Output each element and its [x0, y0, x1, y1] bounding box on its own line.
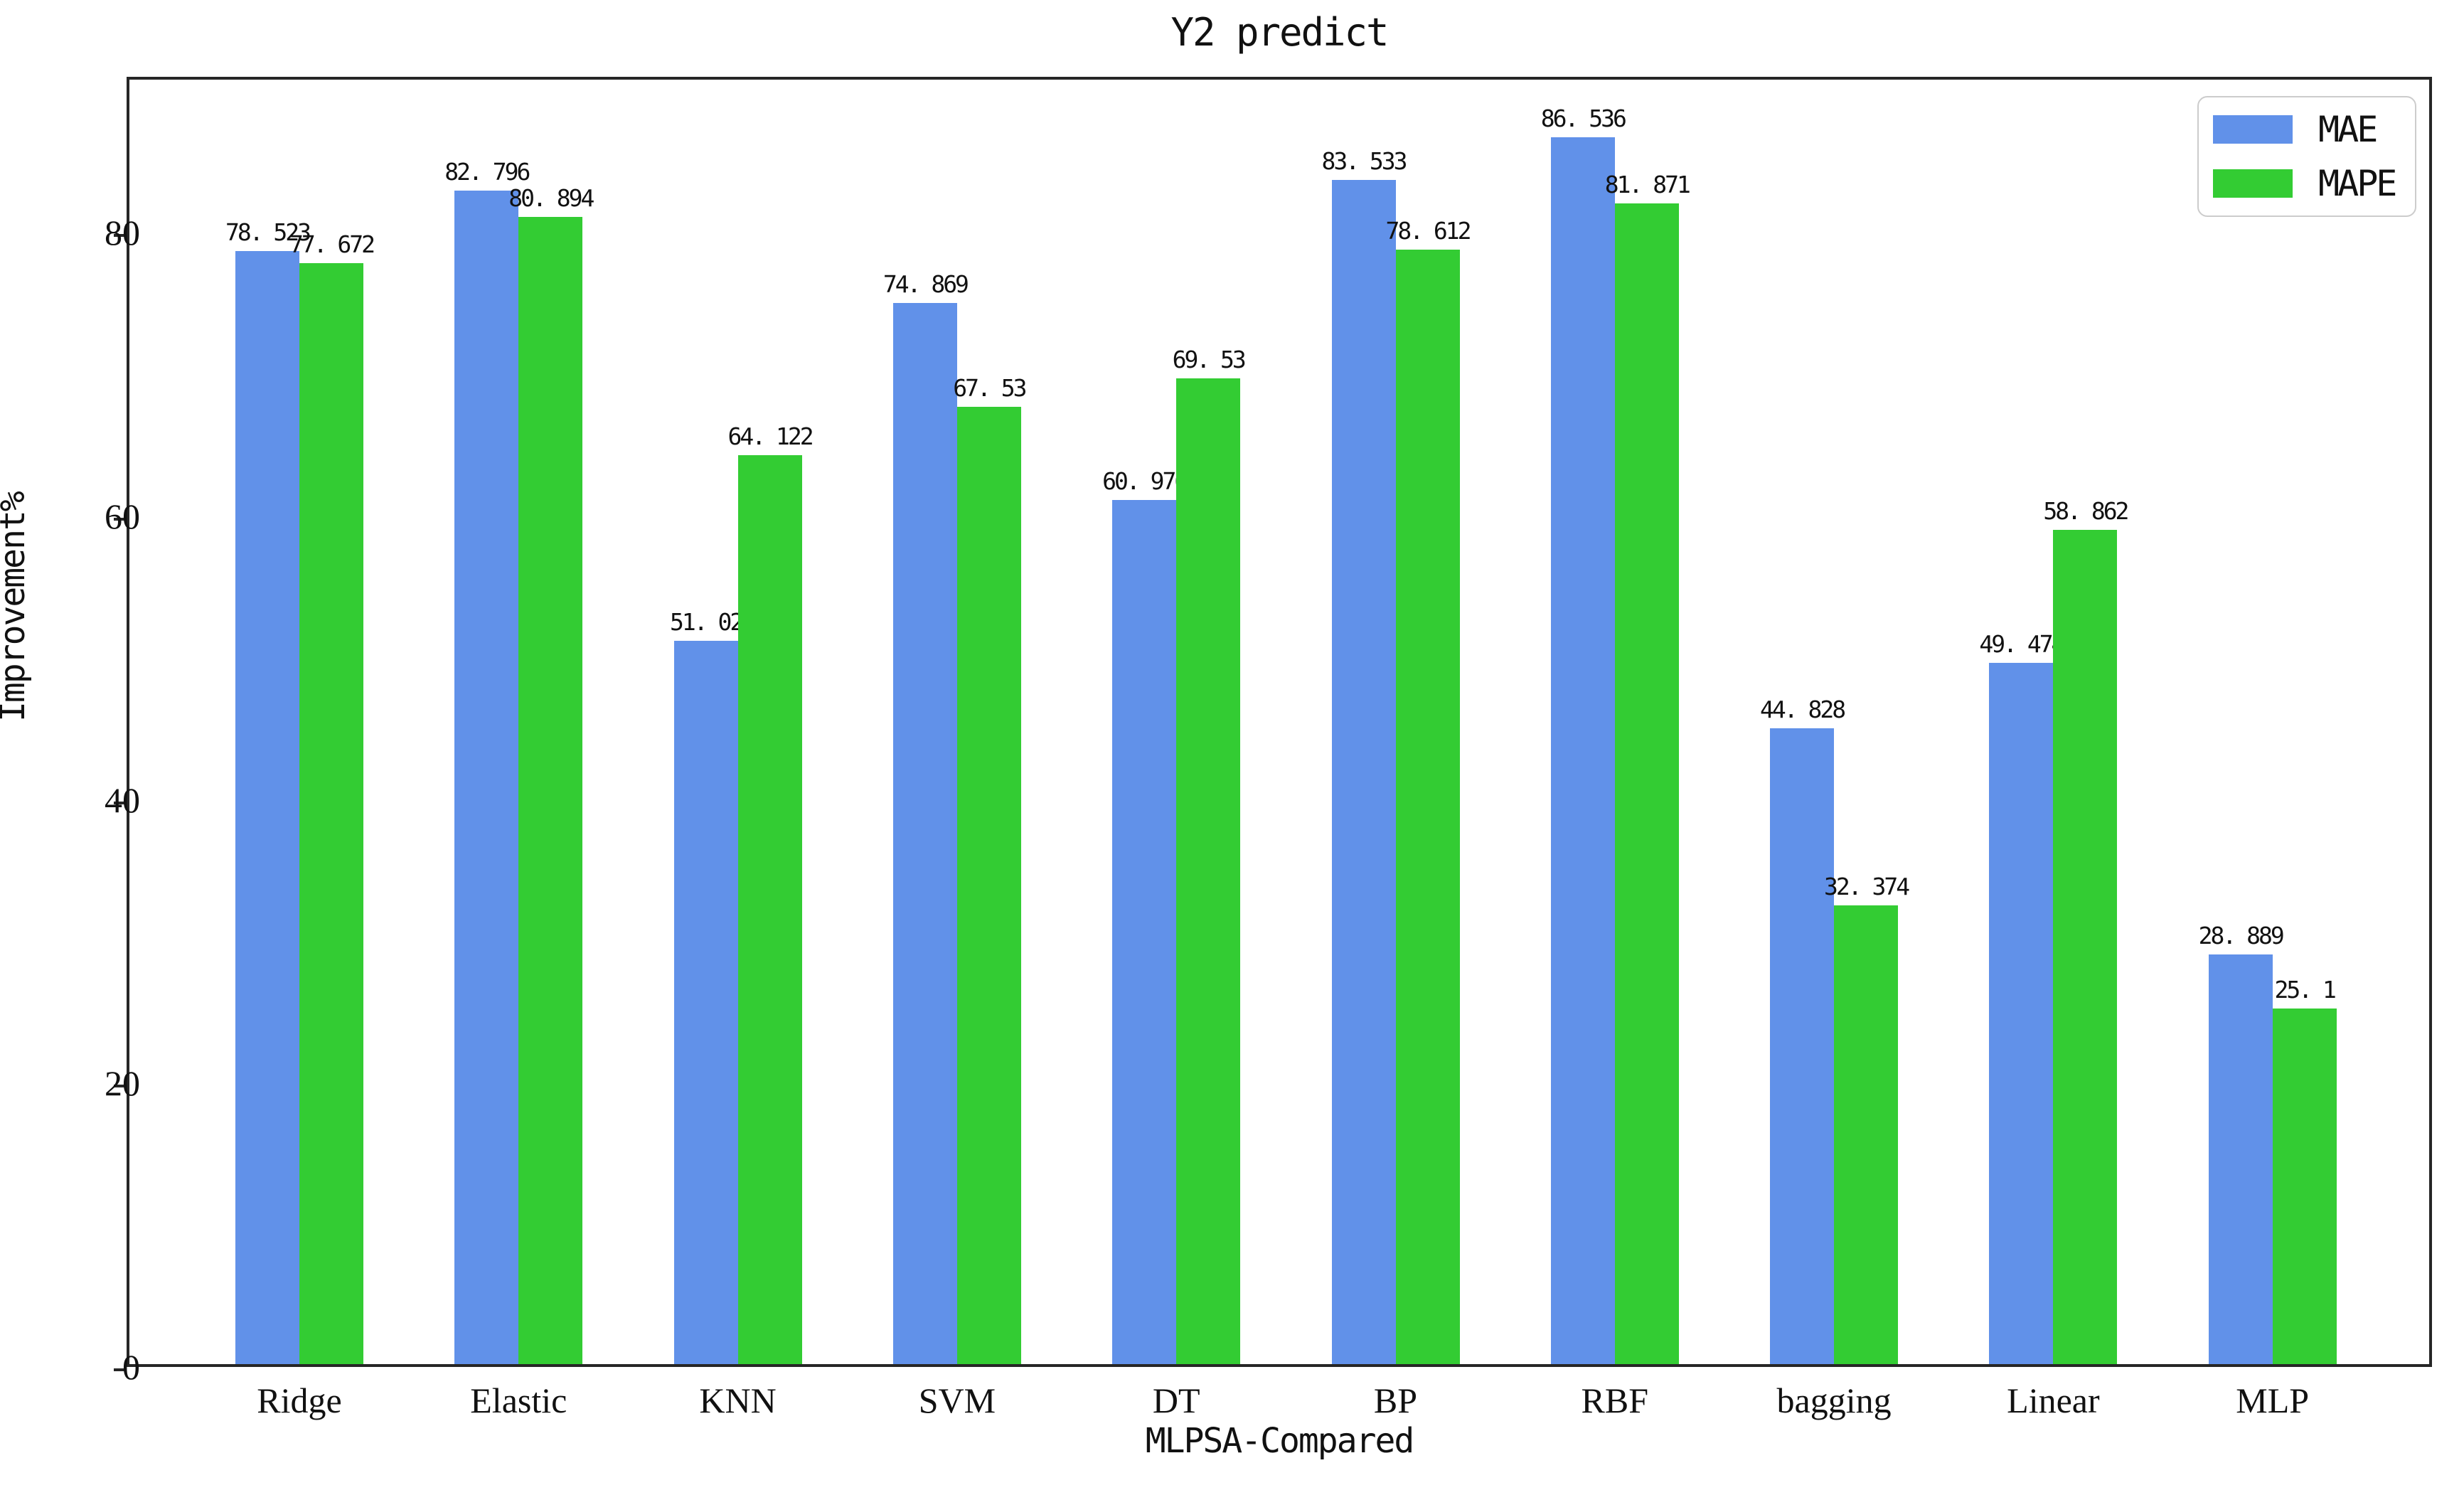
- bar-mape-mlp: [2272, 1008, 2337, 1364]
- x-tick-label-knn: KNN: [699, 1380, 777, 1420]
- bar-value-label: 86. 536: [1540, 105, 1627, 132]
- x-tick-label-linear: Linear: [2007, 1380, 2100, 1420]
- bar-value-label: 49. 474: [1979, 629, 2065, 658]
- bar-mape-svm: [956, 406, 1021, 1364]
- bar-value-label: 67. 53: [953, 373, 1027, 402]
- y-tick-label: 0: [122, 1347, 140, 1387]
- x-tick-label-elastic: Elastic: [470, 1380, 567, 1420]
- bar-mape-bagging: [1834, 905, 1899, 1364]
- y-tick-mark: [114, 1368, 127, 1371]
- y-axis-label: Improvement%: [0, 492, 33, 722]
- x-tick-label-svm: SVM: [918, 1380, 996, 1420]
- bar-mape-elastic: [518, 217, 583, 1364]
- bar-mae-linear: [1989, 662, 2054, 1364]
- bar-value-label: 25. 1: [2274, 975, 2337, 1004]
- bar-value-label: 58. 862: [2043, 496, 2129, 525]
- bar-value-label: 81. 871: [1604, 170, 1691, 198]
- legend-item-mape: MAPE: [2213, 166, 2401, 201]
- y-tick-label: 80: [105, 213, 140, 253]
- y-tick-mark: [114, 234, 127, 238]
- bar-mae-knn: [673, 640, 738, 1364]
- bar-value-label: 74. 869: [882, 270, 969, 298]
- bar-value-label: 44. 828: [1760, 696, 1846, 724]
- bar-value-label: 51. 02: [669, 607, 744, 636]
- bar-mape-dt: [1176, 378, 1241, 1364]
- bar-value-label: 83. 533: [1321, 147, 1407, 175]
- bar-value-label: 60. 976: [1102, 467, 1188, 495]
- x-tick-label-mlp: MLP: [2236, 1380, 2310, 1420]
- x-axis-label: MLPSA-Compared: [1145, 1421, 1415, 1461]
- bar-mae-mlp: [2208, 954, 2273, 1364]
- y-tick-label: 20: [105, 1063, 140, 1104]
- bar-value-label: 78. 612: [1385, 216, 1471, 245]
- x-tick-label-bagging: bagging: [1776, 1380, 1892, 1420]
- bar-mape-bp: [1395, 249, 1460, 1364]
- bar-mae-bagging: [1770, 728, 1835, 1364]
- bar-value-label: 69. 53: [1172, 345, 1247, 373]
- plot-area: 78. 523 77. 672 Ridge 82. 796 80. 894 Elastic…: [114, 77, 2432, 1418]
- bar-value-label: 32. 374: [1824, 872, 1910, 900]
- bar-value-label: 77. 672: [289, 230, 375, 258]
- legend-swatch-mae: [2213, 115, 2293, 144]
- bar-value-label: 80. 894: [508, 184, 594, 213]
- y-tick-mark: [114, 517, 127, 521]
- legend-label-mape: MAPE: [2318, 163, 2397, 204]
- bar-mae-svm: [892, 302, 957, 1364]
- bar-mae-dt: [1112, 499, 1177, 1364]
- bar-value-label: 82. 796: [444, 157, 530, 186]
- bar-mae-bp: [1331, 179, 1396, 1364]
- x-tick-label-ridge: Ridge: [257, 1380, 342, 1420]
- bar-mape-rbf: [1614, 203, 1679, 1364]
- x-tick-label-bp: BP: [1373, 1380, 1418, 1420]
- legend-swatch-mape: [2213, 169, 2293, 198]
- bar-mape-ridge: [299, 262, 363, 1364]
- legend-label-mae: MAE: [2318, 109, 2378, 150]
- bar-mape-linear: [2053, 529, 2118, 1364]
- x-tick-label-rbf: RBF: [1581, 1380, 1649, 1420]
- y-tick-label: 60: [105, 496, 140, 536]
- x-tick-label-dt: DT: [1152, 1380, 1200, 1420]
- legend: MAE MAPE: [2197, 96, 2416, 217]
- bar-value-label: 28. 889: [2198, 922, 2285, 950]
- bar-value-label: 64. 122: [727, 422, 814, 450]
- y-tick-label: 40: [105, 779, 140, 820]
- y-tick-mark: [114, 1085, 127, 1088]
- chart-title: Y2 predict: [1170, 10, 1389, 55]
- bar-mae-ridge: [235, 250, 299, 1364]
- bar-mae-rbf: [1550, 137, 1615, 1364]
- y-tick-mark: [114, 801, 127, 804]
- bar-mape-knn: [737, 454, 802, 1364]
- bar-value-label: 78. 523: [225, 218, 311, 246]
- legend-item-mae: MAE: [2213, 112, 2401, 147]
- bar-mae-elastic: [454, 190, 519, 1364]
